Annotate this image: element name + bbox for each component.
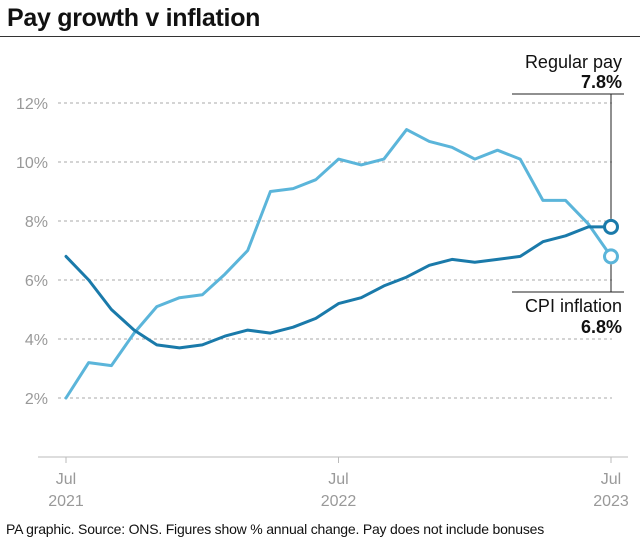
cpi-series-name: CPI inflation bbox=[525, 296, 622, 316]
y-tick-label-10: 10% bbox=[16, 155, 48, 172]
title-divider bbox=[0, 36, 640, 37]
series-lines bbox=[64, 128, 619, 400]
x-tick-year-2023: 2023 bbox=[593, 493, 629, 510]
x-tick-month-2023: Jul bbox=[601, 471, 621, 488]
y-tick-label-8: 8% bbox=[25, 214, 48, 231]
x-tick-month-2021: Jul bbox=[56, 471, 76, 488]
x-tick-year-2022: 2022 bbox=[321, 493, 357, 510]
y-tick-label-6: 6% bbox=[25, 273, 48, 290]
y-axis-ticks: 2% 4% 6% 8% 10% 12% bbox=[16, 96, 48, 408]
x-tick-month-2022: Jul bbox=[328, 471, 348, 488]
pay-series-name: Regular pay bbox=[525, 52, 622, 72]
y-tick-label-2: 2% bbox=[25, 391, 48, 408]
series-line-cpi-inflation bbox=[64, 128, 613, 400]
end-marker-cpi-inflation bbox=[603, 248, 619, 265]
y-tick-label-12: 12% bbox=[16, 96, 48, 113]
source-footnote: PA graphic. Source: ONS. Figures show % … bbox=[6, 521, 545, 537]
chart-title: Pay growth v inflation bbox=[7, 4, 261, 32]
cpi-value-label: 6.8% bbox=[581, 317, 622, 337]
series-line-regular-pay bbox=[64, 225, 613, 350]
y-tick-label-4: 4% bbox=[25, 332, 48, 349]
end-marker-regular-pay bbox=[603, 218, 619, 235]
x-tick-year-2021: 2021 bbox=[48, 493, 84, 510]
x-axis-ticks: Jul 2021 Jul 2022 Jul 2023 bbox=[48, 457, 629, 510]
pay-value-label: 7.8% bbox=[581, 72, 622, 92]
